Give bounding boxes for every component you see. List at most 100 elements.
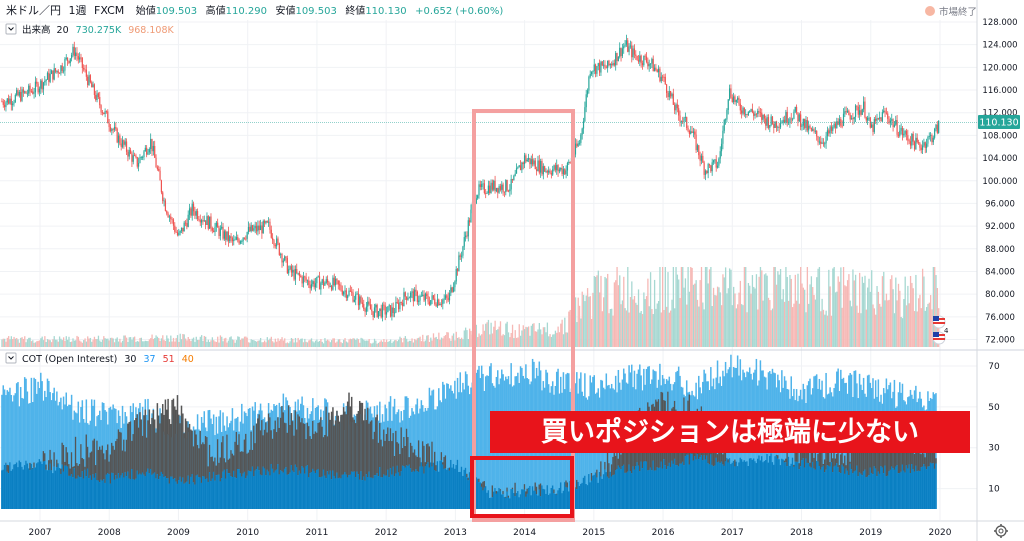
- cot-bar-long: [897, 473, 900, 509]
- cot-bar-short: [919, 453, 921, 471]
- cot-bar-long: [525, 496, 527, 509]
- cot-bar-long: [234, 477, 236, 509]
- cot-bar-long: [403, 466, 405, 509]
- candle-body: [594, 64, 597, 74]
- cot-bar-short: [153, 419, 156, 473]
- candle-body: [655, 67, 657, 70]
- candle-body: [691, 131, 693, 134]
- us-flag-icon[interactable]: [932, 315, 946, 329]
- cot-legend[interactable]: COT (Open Interest) 30 37 51 40: [5, 352, 194, 365]
- time-axis[interactable]: 2007 2008 2009 2010 2011 2012 2013 2014 2015 2016…: [29, 528, 952, 538]
- volume-bar: [120, 342, 122, 347]
- cot-bar-short: [502, 491, 504, 495]
- market-status-badge[interactable]: 市場終了: [925, 6, 977, 18]
- candle-body: [785, 111, 787, 123]
- volume-bar: [423, 341, 425, 347]
- candle-body: [128, 149, 130, 157]
- candle-body: [628, 46, 630, 52]
- cot-bar-short: [269, 417, 271, 476]
- cot-bar-short: [345, 414, 348, 475]
- cot-bar-total: [456, 377, 459, 509]
- us-flag-icon[interactable]: [932, 331, 946, 345]
- candle-body: [533, 160, 535, 165]
- candle-body: [115, 126, 117, 129]
- candle-body: [269, 221, 271, 230]
- volume-bar: [612, 315, 614, 347]
- cot-bar-long: [846, 470, 849, 509]
- price-axis[interactable]: 72.00076.00080.00084.00088.00092.00096.0…: [982, 18, 1017, 346]
- cot-bar-long: [279, 470, 282, 509]
- cot-bar-short: [259, 430, 262, 475]
- candle-body: [426, 293, 428, 296]
- price-tick-label: 108.000: [982, 131, 1017, 141]
- cot-bar-short: [526, 488, 528, 494]
- time-tick-label: 2012: [375, 528, 398, 538]
- volume-bar: [828, 269, 830, 347]
- volume-bar: [635, 302, 637, 347]
- cot-bar-short: [312, 420, 314, 469]
- volume-bar: [782, 289, 784, 347]
- cot-bar-long: [123, 477, 125, 509]
- cot-bar-long: [77, 475, 80, 509]
- candle-body: [810, 127, 812, 131]
- cot-bar-short: [361, 402, 364, 481]
- cot-bar-total: [38, 388, 41, 509]
- cot-bar-short: [826, 447, 829, 466]
- candle-body: [875, 118, 877, 121]
- candle-body: [124, 141, 126, 145]
- candle-body: [455, 268, 457, 282]
- gear-icon[interactable]: [994, 524, 1008, 538]
- cot-bar-short: [440, 452, 443, 461]
- candle-body: [682, 121, 684, 122]
- collapse-button[interactable]: [5, 352, 17, 364]
- cot-bar-long: [828, 465, 830, 509]
- cot-bar-short: [246, 453, 248, 476]
- time-tick-label: 2009: [167, 528, 190, 538]
- cot-bar-long: [675, 465, 677, 509]
- collapse-button[interactable]: [5, 23, 17, 35]
- candle-body: [580, 134, 582, 143]
- cot-bar-short: [371, 420, 373, 478]
- candle-body: [751, 109, 753, 113]
- cot-bar-long: [759, 460, 762, 509]
- volume-bar: [562, 334, 565, 347]
- cot-bar-long: [143, 474, 145, 509]
- cot-bar-short: [425, 444, 428, 465]
- cot-bar-short: [413, 449, 416, 472]
- cot-bar-short: [65, 447, 67, 466]
- cot-bar-short: [876, 431, 878, 477]
- cot-bar-long: [442, 464, 444, 509]
- cot-bar-long: [924, 466, 926, 509]
- cot-bar-long: [25, 460, 27, 509]
- cot-bar-short: [365, 420, 368, 475]
- candle-body: [365, 306, 368, 312]
- candle-body: [545, 171, 547, 172]
- volume-bar: [631, 281, 633, 347]
- cot-bar-long: [786, 466, 788, 509]
- cot-bar-short: [352, 417, 354, 472]
- cot-bar-long: [116, 478, 118, 509]
- cot-bar-long: [864, 469, 866, 509]
- candle-body: [852, 118, 854, 120]
- cot-bar-short: [119, 431, 121, 478]
- cot-bar-short: [151, 417, 153, 475]
- cot-bar-short: [907, 440, 909, 469]
- cot-bar-short: [97, 449, 100, 481]
- cot-bar-long: [139, 473, 141, 509]
- cot-bar-short: [224, 462, 227, 479]
- cot-bar-short: [878, 439, 881, 474]
- volume-bar: [749, 285, 751, 347]
- candle-body: [867, 117, 869, 121]
- cot-bar-short: [360, 402, 362, 472]
- cot-bar-short: [555, 493, 558, 495]
- volume-bar: [687, 267, 689, 347]
- cot-bar-short: [167, 398, 169, 479]
- cot-bar-short: [183, 433, 185, 484]
- volume-legend[interactable]: 出来高 20 730.275K 968.108K: [5, 23, 175, 36]
- cot-bar-long: [837, 467, 839, 509]
- volume-bar: [490, 322, 492, 347]
- candle-body: [927, 136, 929, 144]
- candle-body: [383, 304, 385, 306]
- candle-body: [52, 70, 54, 80]
